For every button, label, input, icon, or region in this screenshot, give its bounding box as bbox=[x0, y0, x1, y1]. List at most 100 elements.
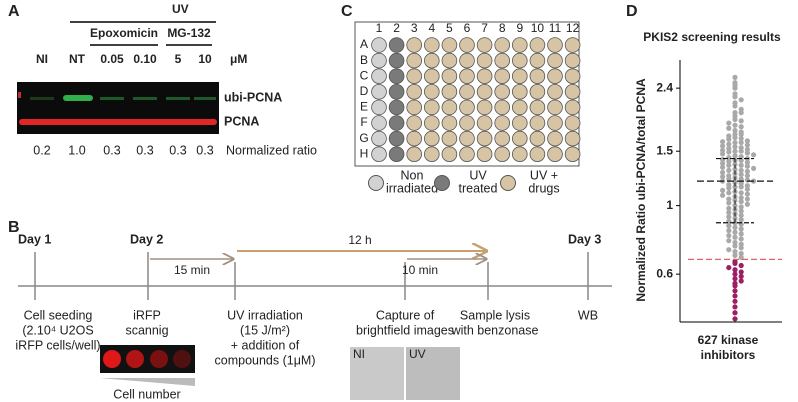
column-label: 4 bbox=[428, 21, 435, 35]
data-point bbox=[732, 215, 738, 221]
well bbox=[564, 84, 581, 100]
panel-a: A UV Epoxomicin MG-132 NI NT 0.05 0.10 5… bbox=[8, 2, 317, 157]
data-point bbox=[732, 234, 738, 240]
data-point bbox=[726, 223, 732, 229]
lane-label: 10 bbox=[198, 52, 212, 66]
data-point bbox=[738, 131, 744, 138]
data-point bbox=[732, 197, 738, 203]
column-label: 1 bbox=[376, 21, 383, 35]
data-point bbox=[738, 171, 744, 178]
panel-d: D PKIS2 screening results Normalized Rat… bbox=[626, 3, 782, 362]
well bbox=[529, 115, 546, 131]
step-label: UV irradiation bbox=[227, 308, 303, 322]
gradient-wedge bbox=[100, 378, 195, 386]
data-point bbox=[738, 195, 744, 201]
data-point bbox=[744, 201, 751, 207]
data-point bbox=[732, 298, 738, 304]
data-point bbox=[738, 217, 744, 223]
data-point bbox=[738, 241, 744, 247]
data-point bbox=[720, 139, 726, 145]
data-point bbox=[738, 135, 744, 142]
data-point bbox=[732, 94, 738, 100]
data-point bbox=[732, 276, 738, 282]
data-point bbox=[738, 190, 744, 196]
well bbox=[459, 84, 475, 100]
well bbox=[476, 99, 493, 116]
legend-label: drugs bbox=[528, 181, 559, 195]
data-point bbox=[738, 118, 744, 124]
data-point bbox=[732, 248, 738, 255]
day-label: Day 3 bbox=[568, 232, 601, 246]
panel-letter: C bbox=[341, 3, 353, 20]
y-tick-label: 1.5 bbox=[656, 143, 673, 157]
data-point bbox=[726, 205, 732, 211]
well bbox=[423, 99, 440, 116]
data-point bbox=[738, 245, 744, 251]
data-point bbox=[726, 228, 732, 234]
well bbox=[529, 52, 546, 69]
data-point bbox=[726, 149, 732, 155]
well bbox=[441, 146, 458, 163]
data-point bbox=[732, 122, 738, 128]
data-point bbox=[720, 187, 726, 193]
data-point bbox=[732, 203, 738, 209]
data-point bbox=[732, 161, 738, 167]
legend-label: UV + bbox=[530, 168, 558, 182]
data-point bbox=[744, 168, 751, 175]
well bbox=[511, 146, 528, 163]
legend-swatch bbox=[368, 175, 384, 191]
data-point bbox=[738, 184, 744, 190]
legend-label: Non bbox=[401, 168, 424, 182]
well bbox=[423, 115, 440, 131]
legend-label: UV bbox=[469, 168, 487, 182]
data-point bbox=[726, 125, 732, 131]
row-label: H bbox=[360, 146, 369, 160]
data-point bbox=[738, 212, 744, 218]
band bbox=[30, 97, 54, 100]
well bbox=[511, 37, 528, 53]
data-point bbox=[738, 231, 744, 237]
micrograph-label: UV bbox=[409, 347, 426, 361]
x-axis-label: 627 kinase bbox=[698, 333, 759, 347]
column-label: 7 bbox=[481, 21, 488, 35]
well bbox=[529, 68, 546, 84]
data-point bbox=[738, 226, 744, 232]
data-point bbox=[751, 152, 757, 158]
well bbox=[371, 37, 387, 53]
data-point bbox=[732, 239, 738, 246]
data-point bbox=[738, 176, 744, 182]
well bbox=[371, 99, 387, 116]
data-point bbox=[726, 196, 732, 202]
data-point bbox=[738, 162, 744, 168]
well bbox=[441, 115, 458, 131]
data-point bbox=[732, 166, 738, 172]
well bbox=[547, 52, 563, 69]
data-point bbox=[732, 116, 738, 123]
data-point bbox=[732, 288, 738, 294]
well bbox=[423, 52, 440, 69]
data-point bbox=[732, 139, 738, 146]
data-point bbox=[726, 176, 732, 182]
micrograph bbox=[350, 347, 404, 400]
data-point bbox=[720, 151, 726, 157]
data-point bbox=[732, 184, 738, 190]
well bbox=[547, 84, 563, 100]
step-label: + addition of bbox=[231, 338, 300, 352]
data-point bbox=[732, 283, 738, 289]
unit: μM bbox=[230, 52, 247, 66]
ratio: 1.0 bbox=[68, 143, 85, 157]
row-label: D bbox=[360, 84, 369, 98]
row-label: C bbox=[360, 68, 369, 82]
row-label: A bbox=[360, 37, 368, 51]
well bbox=[476, 68, 493, 84]
data-point bbox=[744, 142, 751, 148]
well bbox=[476, 52, 493, 69]
data-point bbox=[738, 124, 744, 130]
data-point bbox=[726, 158, 732, 165]
drug-header: Epoxomicin bbox=[90, 26, 158, 40]
data-point bbox=[726, 120, 732, 126]
well bbox=[547, 130, 563, 147]
step-label: WB bbox=[578, 308, 598, 322]
data-point bbox=[732, 144, 738, 150]
data-point bbox=[732, 127, 738, 134]
